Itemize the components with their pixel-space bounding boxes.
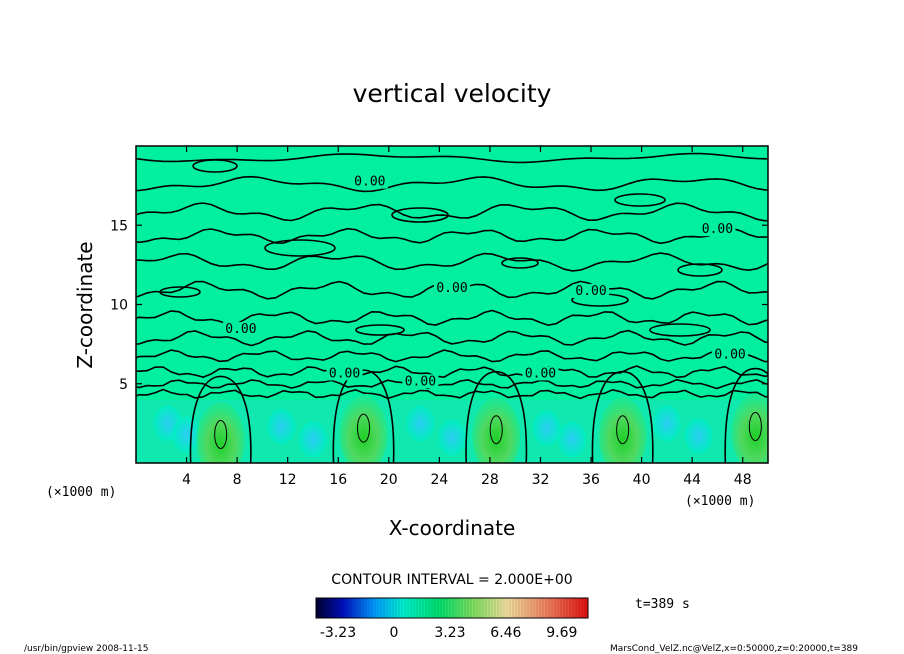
y-axis-label: Z-coordinate — [73, 241, 97, 368]
zero-contour-line — [136, 378, 768, 390]
contour-label: 0.00 — [702, 222, 733, 237]
x-tick-label: 32 — [532, 472, 550, 488]
downdraft-patch — [172, 416, 201, 453]
contour-label-bg — [434, 280, 470, 295]
contour-label: 0.00 — [405, 374, 436, 389]
x-tick-label: 48 — [734, 472, 752, 488]
updraft-core — [472, 397, 521, 463]
contour-label: 0.00 — [329, 366, 360, 381]
colorbar-tick-label: 9.69 — [546, 625, 577, 641]
contour-label-bg — [699, 222, 736, 237]
closed-contour — [264, 239, 336, 257]
x-tick-label: 28 — [481, 472, 499, 488]
updraft-inner-contour — [489, 415, 503, 445]
zero-contour-line — [136, 202, 768, 222]
downdraft-patch — [406, 405, 435, 442]
closed-contour — [192, 159, 238, 173]
x-tick-label: 4 — [182, 472, 191, 488]
x-tick-label: 36 — [582, 472, 600, 488]
contour-label-bg — [326, 366, 363, 381]
chart-title: vertical velocity — [353, 79, 552, 108]
downdraft-patch — [267, 408, 296, 445]
colorbar-tick-label: 6.46 — [490, 625, 521, 641]
contour-label: 0.00 — [714, 347, 745, 362]
zero-contour-line — [136, 252, 768, 272]
downdraft-patch — [684, 418, 713, 455]
updraft-inner-contour — [214, 419, 228, 449]
zero-contour-line — [136, 175, 768, 193]
updraft-core — [731, 394, 768, 463]
x-tick-label: 40 — [633, 472, 651, 488]
x-tick-label: 20 — [380, 472, 398, 488]
contour-label-bg — [712, 347, 749, 362]
x-tick-label: 8 — [233, 472, 242, 488]
contour-label: 0.00 — [436, 281, 467, 296]
updraft-contour — [332, 369, 395, 463]
colorbar-tick-label: 3.23 — [434, 625, 465, 641]
y-tick-label: 10 — [110, 298, 128, 314]
contour-label-bg — [402, 374, 439, 389]
x-tick-label: 12 — [279, 472, 297, 488]
colorbar-tick-label: 0 — [390, 625, 399, 641]
updraft-core — [339, 396, 388, 463]
contour-label-bg — [573, 283, 610, 298]
closed-contour — [355, 324, 405, 336]
contour-label: 0.00 — [525, 366, 556, 381]
closed-contour — [159, 286, 201, 298]
downdraft-patch — [558, 421, 587, 458]
downdraft-patch — [652, 405, 681, 442]
x-unit-left: (×1000 m) — [46, 485, 116, 500]
heatmap-field: 0.00 0.00 0.00 0.00 0.00 0.00 0.00 0.00 0.00 — [136, 146, 768, 463]
contour-label-bg — [522, 366, 559, 381]
updraft-core — [598, 397, 647, 463]
zero-contour-line — [136, 329, 768, 347]
contour-label-bg — [351, 174, 388, 189]
closed-contour — [391, 207, 449, 223]
zero-contour-line — [136, 349, 768, 363]
downdraft-patch — [532, 410, 561, 447]
zero-contour-line — [136, 152, 768, 164]
x-tick-label: 16 — [329, 472, 347, 488]
zero-contour-line — [136, 227, 768, 245]
contour-label: 0.00 — [575, 284, 606, 299]
contour-label: 0.00 — [354, 175, 385, 190]
downdraft-patch — [298, 421, 327, 458]
y-tick-label: 15 — [110, 218, 128, 234]
updraft-contour — [724, 367, 768, 463]
time-label: t=389 s — [635, 597, 690, 612]
updraft-contour — [189, 375, 252, 463]
colorbar — [315, 597, 589, 619]
closed-contour — [677, 263, 723, 277]
x-tick-label: 44 — [683, 472, 701, 488]
updraft-inner-contour — [357, 413, 371, 443]
updraft-inner-contour — [748, 412, 762, 442]
zero-contour-line — [136, 388, 768, 400]
colorbar-tick-label: -3.23 — [320, 625, 356, 641]
contour-label: 0.00 — [225, 322, 256, 337]
updraft-core — [196, 402, 245, 463]
updraft-inner-contour — [616, 415, 630, 445]
closed-contour — [649, 323, 711, 337]
footer-right: MarsCond_VelZ.nc@VelZ,x=0:50000,z=0:2000… — [610, 644, 858, 654]
closed-contour — [501, 257, 539, 269]
x-tick-label: 24 — [430, 472, 448, 488]
x-unit-right: (×1000 m) — [685, 494, 755, 509]
contour-interval: CONTOUR INTERVAL = 2.000E+00 — [331, 572, 572, 588]
downdraft-patch — [438, 419, 466, 456]
footer-left: /usr/bin/gpview 2008-11-15 — [24, 644, 148, 654]
y-tick-label: 5 — [119, 377, 128, 393]
contour-label-bg — [222, 322, 259, 337]
x-axis-label: X-coordinate — [389, 516, 516, 540]
zero-contour-line — [136, 365, 768, 379]
closed-contour — [614, 193, 666, 207]
